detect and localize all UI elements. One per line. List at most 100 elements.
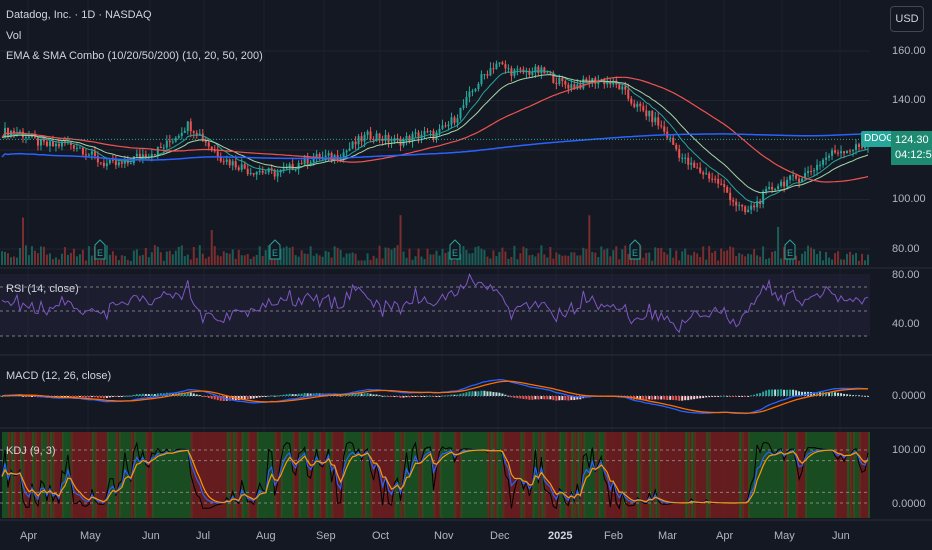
volume-bar [441,248,444,265]
volume-bar [48,253,51,265]
candle [750,205,753,210]
kdj-signal-band [235,432,244,518]
candle [219,157,222,162]
volume-bar [33,250,36,265]
candle [549,72,552,74]
candle [177,135,180,138]
macd-pane-label[interactable]: MACD (12, 26, close) [6,370,112,382]
volume-bar [366,253,369,265]
macd-histogram-bar [87,396,90,398]
kdj-signal-band [859,432,870,518]
macd-histogram-bar [210,396,213,399]
volume-bar [480,248,483,265]
macd-histogram-bar [684,396,687,401]
moving-average-indicator-label[interactable]: EMA & SMA Combo (10/20/50/200) (10, 20, … [6,50,263,62]
candle [624,86,627,90]
volume-bar [96,260,99,265]
macd-histogram-bar [240,396,243,400]
kdj-signal-band [46,432,52,518]
volume-bar [618,259,621,265]
volume-bar [330,257,333,265]
candle [390,141,393,143]
macd-histogram-bar [741,396,744,397]
rsi-axis-label: 40.00 [892,318,920,330]
macd-signal-line [1,380,868,414]
volume-bar [24,245,27,265]
candle [852,149,855,152]
time-axis-label: Nov [434,530,454,542]
volume-bar [144,247,147,265]
volume-bar [279,248,282,265]
volume-bar [474,247,477,265]
candle [414,132,417,134]
earnings-marker [449,239,461,260]
kdj-signal-band [22,432,34,518]
candle [246,168,249,174]
kdj-signal-band [298,432,310,518]
macd-histogram-bar [723,395,726,397]
candle [261,170,264,173]
macd-histogram-bar [477,391,480,396]
candle [609,81,612,85]
macd-histogram-bar [732,396,735,397]
candle [777,185,780,190]
volume-bar [204,258,207,265]
macd-histogram-bar [450,394,453,396]
candle [816,164,819,171]
volume-bar [648,252,651,265]
volume-bar [27,255,30,265]
kdj-signal-band [454,432,463,518]
macd-histogram-bar [357,393,360,396]
currency-button[interactable]: USD [890,6,924,32]
candle [687,157,690,165]
volume-indicator-label[interactable]: Vol [6,30,22,42]
macd-histogram-bar [351,393,354,396]
macd-histogram-bar [78,396,81,397]
macd-histogram-bar [762,391,765,396]
candle [768,187,771,189]
candle [267,168,270,173]
volume-bar [228,253,231,265]
candle [618,84,621,90]
macd-histogram-bar [468,391,471,396]
volume-bar [798,260,801,265]
candle [81,147,84,155]
candle [249,172,252,174]
candle [606,81,609,85]
candle [840,151,843,154]
candle [702,172,705,175]
macd-histogram-bar [651,396,654,400]
macd-histogram-bar [558,396,561,401]
kdj-signal-band [313,432,322,518]
kdj-signal-band [487,432,493,518]
macd-histogram-bar [756,393,759,396]
macd-histogram-bar [561,396,564,401]
kdj-signal-band [652,432,658,518]
macd-histogram-bar [666,396,669,400]
volume-bar [483,249,486,265]
macd-histogram-bar [273,395,276,397]
macd-histogram-bar [405,396,408,398]
volume-bar [828,257,831,265]
macd-histogram-bar [147,394,150,396]
kdj-signal-band [331,432,346,518]
macd-histogram-bar [336,395,339,397]
volume-bar [237,249,240,265]
kdj-pane-label[interactable]: KDJ (9, 3) [6,445,56,457]
candle [72,145,75,149]
volume-bar [297,256,300,265]
volume-bar [852,254,855,265]
candle [69,142,72,146]
volume-bar [222,251,225,265]
rsi-pane-label[interactable]: RSI (14, close) [6,283,79,295]
volume-bar [591,251,594,265]
volume-bar [399,215,402,265]
macd-histogram-bar [669,396,672,400]
kdj-signal-band [40,432,49,518]
kdj-signal-band [538,432,544,518]
macd-histogram-bar [564,396,567,401]
macd-histogram-bar [213,396,216,400]
volume-bar [813,249,816,265]
volume-bar [177,246,180,265]
